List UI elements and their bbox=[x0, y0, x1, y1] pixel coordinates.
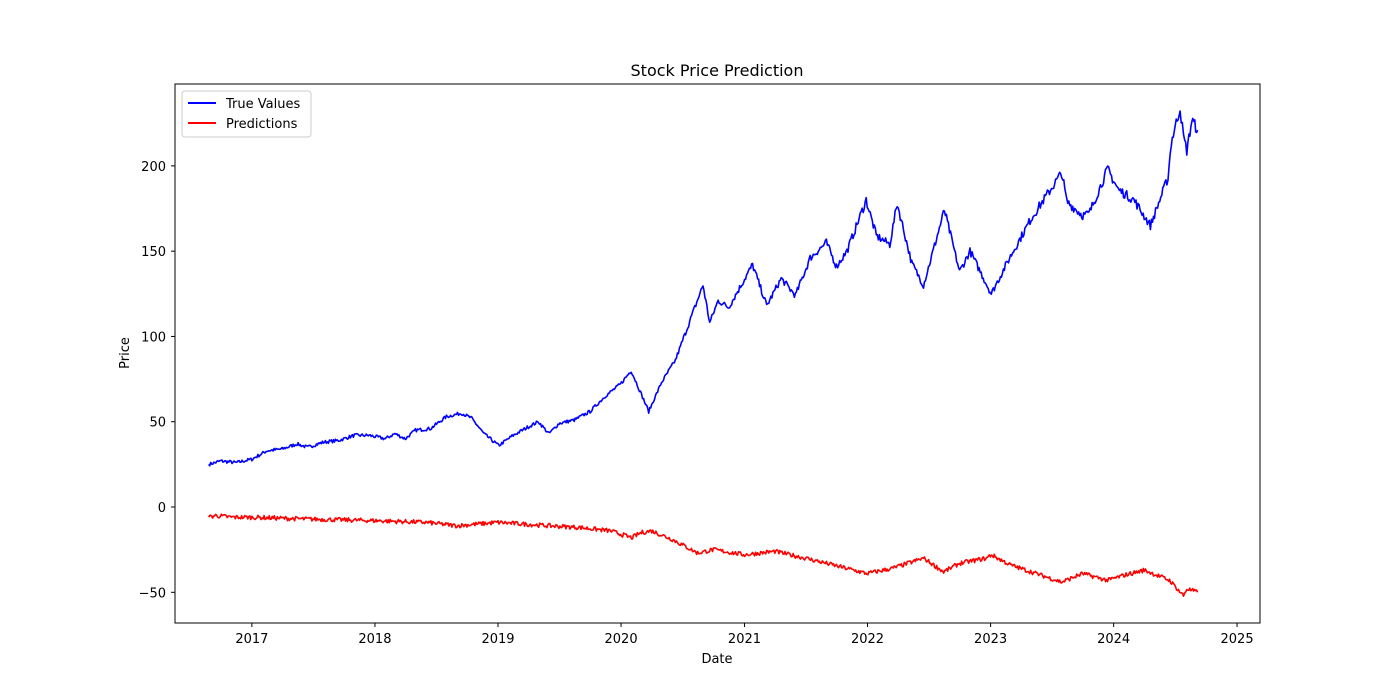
x-tick-label: 2018 bbox=[358, 632, 391, 647]
x-axis-label: Date bbox=[701, 652, 732, 667]
legend: True Values Predictions bbox=[181, 90, 312, 138]
x-tick-label: 2020 bbox=[605, 632, 638, 647]
axes-frame bbox=[174, 83, 1261, 624]
x-tick-label: 2024 bbox=[1097, 632, 1130, 647]
y-tick-label: 150 bbox=[141, 245, 166, 260]
legend-label-predictions: Predictions bbox=[226, 117, 298, 132]
chart-title: Stock Price Prediction bbox=[631, 61, 804, 80]
y-tick-label: 200 bbox=[141, 160, 166, 175]
x-tick-label: 2017 bbox=[235, 632, 268, 647]
y-tick-label: 0 bbox=[158, 501, 166, 516]
x-tick-label: 2025 bbox=[1221, 632, 1254, 647]
y-axis-label: Price bbox=[118, 337, 133, 369]
series-line-predictions bbox=[208, 513, 1199, 597]
x-tick-label: 2019 bbox=[481, 632, 514, 647]
y-axis: −50 0 50 100 150 200 bbox=[139, 160, 175, 601]
x-axis: 2017 2018 2019 2020 2021 2022 2023 2024 2025 bbox=[235, 623, 1254, 647]
plot-area bbox=[208, 110, 1199, 597]
series-line-true-values bbox=[208, 110, 1199, 467]
y-tick-label: 50 bbox=[149, 416, 166, 431]
y-tick-label: −50 bbox=[139, 586, 166, 601]
y-tick-label: 100 bbox=[141, 330, 166, 345]
legend-label-true-values: True Values bbox=[225, 97, 300, 112]
x-tick-label: 2022 bbox=[851, 632, 884, 647]
x-tick-label: 2023 bbox=[974, 632, 1007, 647]
x-tick-label: 2021 bbox=[728, 632, 761, 647]
